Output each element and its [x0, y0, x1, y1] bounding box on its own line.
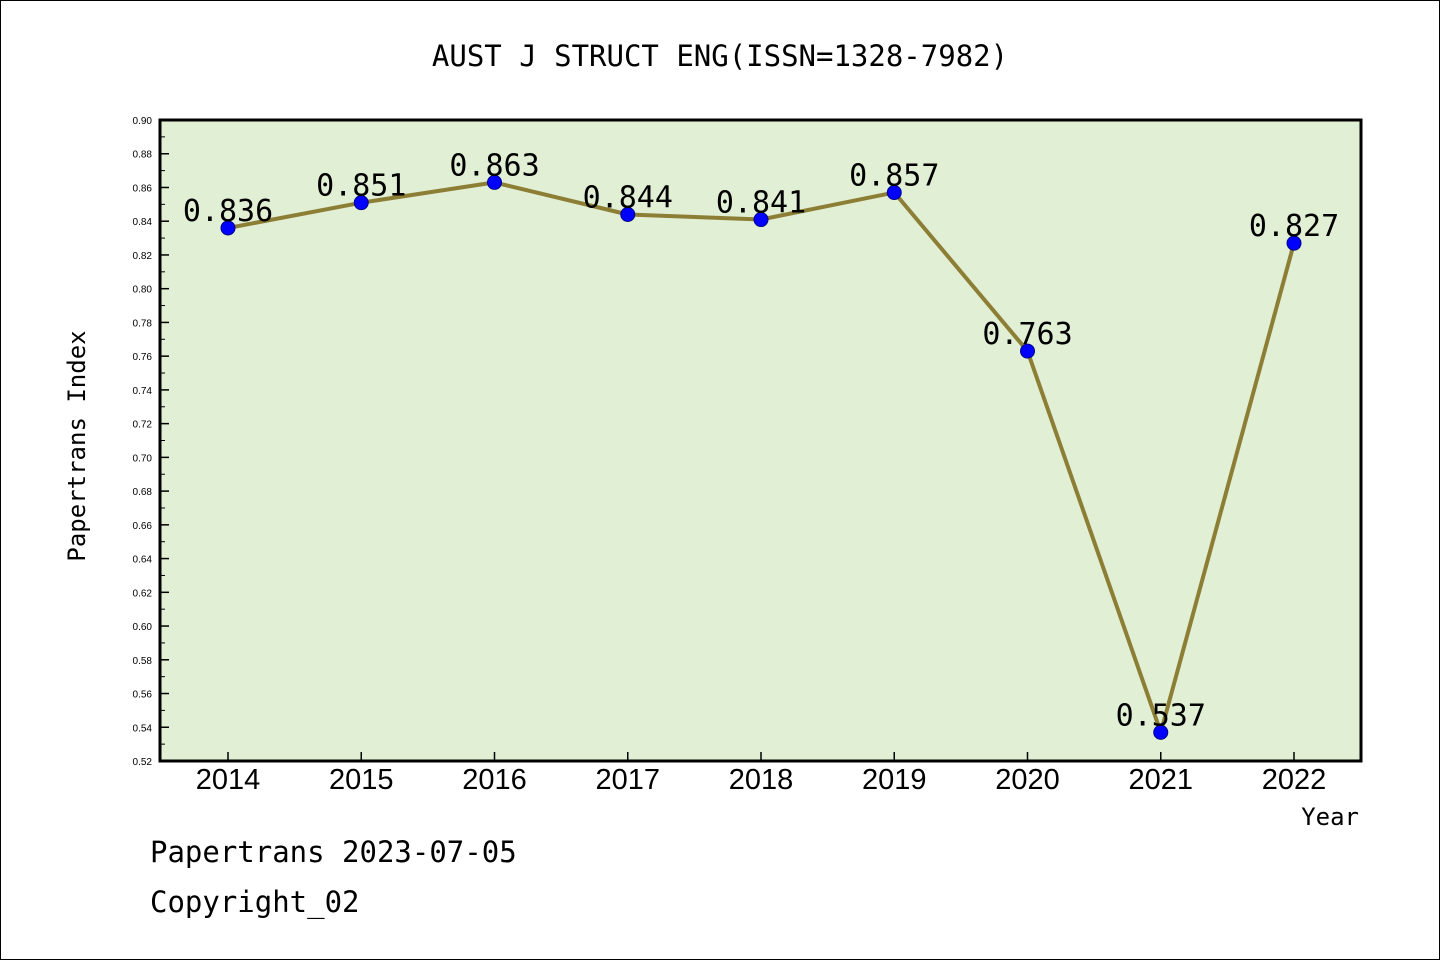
y-tick-label: 0.84 [133, 217, 153, 228]
y-tick-label: 0.66 [133, 521, 153, 532]
y-tick-label: 0.88 [133, 150, 153, 161]
data-label: 0.851 [316, 169, 406, 204]
x-axis-label: Year [1301, 803, 1359, 831]
data-point [353, 195, 369, 211]
data-label: 0.836 [183, 194, 273, 229]
y-tick-label: 0.86 [133, 183, 153, 194]
x-axis: 2014 2015 2016 2017 2018 2019 2020 2021 2022 [196, 752, 1327, 796]
data-point [620, 206, 636, 222]
y-tick-label: 0.56 [133, 690, 153, 701]
x-tick-label: 2021 [1128, 764, 1193, 796]
data-point [220, 220, 236, 236]
y-tick-label: 0.74 [133, 386, 153, 397]
x-tick-label: 2018 [729, 764, 794, 796]
data-label: 0.841 [716, 186, 806, 221]
data-label: 0.537 [1116, 698, 1206, 733]
data-point [886, 185, 902, 201]
data-point [1153, 724, 1169, 740]
data-label: 0.857 [849, 159, 939, 194]
data-point [1020, 343, 1035, 359]
y-tick-label: 0.60 [133, 622, 153, 633]
x-tick-label: 2019 [862, 764, 927, 796]
y-tick-label: 0.68 [133, 487, 153, 498]
y-tick-label: 0.78 [133, 318, 153, 329]
y-tick-label: 0.52 [133, 757, 153, 768]
y-axis: 0.52 0.54 0.56 0.58 0.60 0.62 0.64 0.66 0.68 0.70… [133, 116, 169, 768]
data-points [220, 174, 1302, 740]
y-tick-label: 0.58 [133, 656, 153, 667]
data-point [753, 212, 769, 228]
y-tick-label: 0.70 [133, 453, 153, 464]
x-tick-label: 2015 [329, 764, 394, 796]
footer-date: Papertrans 2023-07-05 [150, 835, 517, 869]
data-label: 0.863 [449, 148, 539, 183]
data-label: 0.763 [982, 317, 1072, 352]
y-tick-label: 0.90 [133, 116, 153, 127]
chart-title: AUST J STRUCT ENG(ISSN=1328-7982) [432, 39, 1008, 73]
y-axis-label: Papertrans Index [63, 330, 91, 561]
y-tick-label: 0.54 [133, 723, 153, 734]
data-label: 0.827 [1249, 209, 1339, 244]
y-tick-label: 0.62 [133, 588, 153, 599]
y-tick-label: 0.72 [133, 420, 153, 431]
y-tick-label: 0.80 [133, 285, 153, 296]
data-point [487, 174, 502, 190]
data-label: 0.844 [583, 180, 673, 215]
data-labels: 0.836 0.851 0.863 0.844 0.841 0.857 0.763 0.537… [183, 148, 1339, 733]
y-tick-label: 0.64 [133, 555, 153, 566]
footer-copyright: Copyright_02 [150, 885, 360, 919]
y-tick-label: 0.82 [133, 251, 153, 262]
data-point [1286, 235, 1302, 251]
x-tick-label: 2017 [595, 764, 660, 796]
y-tick-label: 0.76 [133, 352, 153, 363]
x-tick-label: 2014 [196, 764, 261, 796]
x-tick-label: 2022 [1262, 764, 1327, 796]
x-tick-label: 2016 [462, 764, 527, 796]
x-tick-label: 2020 [995, 764, 1060, 796]
